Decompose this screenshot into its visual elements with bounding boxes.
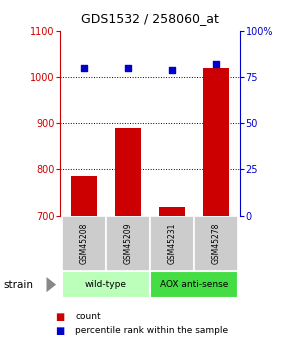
Bar bbox=[150, 216, 194, 271]
Text: percentile rank within the sample: percentile rank within the sample bbox=[75, 326, 228, 335]
Bar bbox=[62, 271, 150, 298]
Text: wild-type: wild-type bbox=[85, 280, 127, 289]
Text: GSM45278: GSM45278 bbox=[212, 223, 220, 264]
Point bbox=[169, 67, 174, 72]
Point bbox=[126, 65, 130, 71]
Text: count: count bbox=[75, 312, 100, 321]
Bar bbox=[159, 207, 185, 216]
Bar bbox=[106, 216, 150, 271]
Text: AOX anti-sense: AOX anti-sense bbox=[160, 280, 228, 289]
Text: GSM45208: GSM45208 bbox=[80, 223, 88, 264]
Bar bbox=[115, 128, 141, 216]
Text: strain: strain bbox=[3, 280, 33, 289]
Point bbox=[214, 61, 218, 67]
Text: ■: ■ bbox=[56, 326, 65, 335]
Bar bbox=[150, 271, 238, 298]
Bar bbox=[203, 68, 229, 216]
Text: GSM45209: GSM45209 bbox=[124, 223, 133, 264]
Text: ■: ■ bbox=[56, 312, 65, 322]
Text: GSM45231: GSM45231 bbox=[167, 223, 176, 264]
Polygon shape bbox=[46, 277, 56, 292]
Bar bbox=[62, 216, 106, 271]
Bar bbox=[194, 216, 238, 271]
Bar bbox=[71, 176, 97, 216]
Text: GDS1532 / 258060_at: GDS1532 / 258060_at bbox=[81, 12, 219, 25]
Point bbox=[82, 65, 86, 71]
